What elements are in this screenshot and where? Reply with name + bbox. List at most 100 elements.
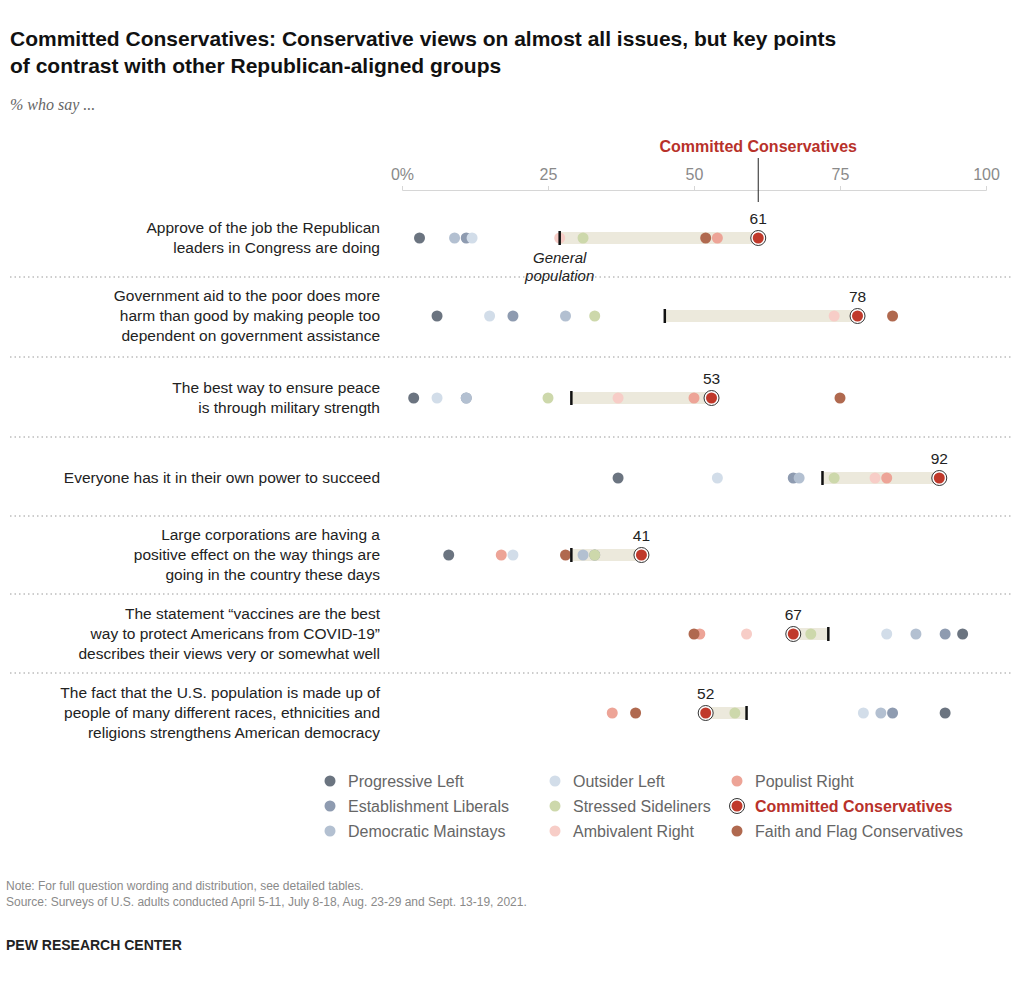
legend-marker <box>732 801 743 812</box>
dot <box>689 393 700 404</box>
dot <box>957 629 968 640</box>
range-bar <box>665 310 858 322</box>
data-label: 67 <box>785 606 802 623</box>
dot <box>414 233 425 244</box>
dot <box>560 311 571 322</box>
reference-label: Generalpopulation <box>524 249 594 284</box>
dot <box>467 233 478 244</box>
row-separator <box>10 277 1013 278</box>
legend-item: Outsider Left <box>550 773 666 790</box>
highlight-dot <box>751 231 766 246</box>
dot <box>636 550 647 561</box>
reference-tick <box>570 391 573 405</box>
row-separator <box>10 673 1013 674</box>
dot <box>589 550 600 561</box>
plot-area <box>408 231 968 721</box>
legend-marker-ring <box>730 799 745 814</box>
legend-label: Populist Right <box>755 773 854 790</box>
legend-label: Committed Conservatives <box>755 798 952 815</box>
reference-tick <box>827 627 830 641</box>
row-separator <box>10 516 1013 517</box>
pointer-line <box>758 158 759 202</box>
tick: 0% <box>391 166 414 190</box>
legend-marker <box>325 776 336 787</box>
dot <box>910 629 921 640</box>
tick: 100 <box>973 166 1000 190</box>
legend-label: Democratic Mainstays <box>348 823 505 840</box>
category-label: Approve of the job the Republicanleaders… <box>146 219 380 256</box>
reference-tick <box>745 706 748 720</box>
chart: Committed Conservatives: Conservative vi… <box>0 0 1023 985</box>
title: Committed Conservatives: Conservative vi… <box>10 27 836 77</box>
dot <box>829 311 840 322</box>
dot <box>805 629 816 640</box>
category-label: Government aid to the poor does moreharm… <box>114 287 380 344</box>
dot <box>934 473 945 484</box>
dot <box>484 311 495 322</box>
dot <box>940 629 951 640</box>
range-bar <box>571 549 641 561</box>
data-label: 61 <box>750 210 767 227</box>
dot <box>461 393 472 404</box>
tick-label: 0% <box>391 166 414 183</box>
legend-item: Ambivalent Right <box>550 823 695 840</box>
tick-label: 50 <box>686 166 704 183</box>
dot-ring <box>786 627 801 642</box>
legend-item: Committed Conservatives <box>730 798 953 815</box>
dot <box>578 233 589 244</box>
dot <box>881 473 892 484</box>
dot <box>870 473 881 484</box>
legend-marker <box>732 776 743 787</box>
legend-label: Faith and Flag Conservatives <box>755 823 963 840</box>
legend-marker <box>325 826 336 837</box>
reference-tick <box>821 471 824 485</box>
highlight-dot <box>786 627 801 642</box>
dot-ring <box>751 231 766 246</box>
category-label: Large corporations are having apositive … <box>134 526 381 583</box>
highlight-dot <box>634 548 649 563</box>
highlight-dot <box>850 309 865 324</box>
dot-ring <box>932 471 947 486</box>
legend-item: Establishment Liberals <box>325 798 509 815</box>
dot <box>689 629 700 640</box>
source: Source: Surveys of U.S. adults conducted… <box>6 895 527 909</box>
legend-marker <box>732 826 743 837</box>
dot-ring <box>850 309 865 324</box>
legend-item: Progressive Left <box>325 773 465 790</box>
legend-item: Populist Right <box>732 773 855 790</box>
highlight-label: Committed Conservatives <box>660 138 857 155</box>
highlight-dot <box>704 391 719 406</box>
legend-marker <box>550 776 561 787</box>
category-label: The best way to ensure peaceis through m… <box>172 379 380 416</box>
legend-marker <box>550 801 561 812</box>
category-label: The fact that the U.S. population is mad… <box>60 684 380 741</box>
dot <box>829 473 840 484</box>
row-separator <box>10 594 1013 595</box>
dot <box>940 708 951 719</box>
dot <box>706 393 717 404</box>
highlight-dot <box>698 706 713 721</box>
range-bar <box>822 472 939 484</box>
dot <box>432 311 443 322</box>
dot <box>432 393 443 404</box>
legend-label: Ambivalent Right <box>573 823 695 840</box>
reference-tick <box>664 309 667 323</box>
dot <box>607 708 618 719</box>
dot <box>507 311 518 322</box>
dot <box>858 708 869 719</box>
dot <box>589 550 600 561</box>
data-label: 53 <box>703 370 720 387</box>
dot <box>794 473 805 484</box>
dot <box>700 708 711 719</box>
dot <box>700 708 711 719</box>
dot <box>875 708 886 719</box>
legend-marker <box>550 826 561 837</box>
tick: 25 <box>540 166 558 190</box>
legend-label: Stressed Sideliners <box>573 798 711 815</box>
legend-item: Democratic Mainstays <box>325 823 506 840</box>
tick-mark <box>548 186 549 190</box>
dot-ring <box>634 548 649 563</box>
category-label: The statement “vaccines are the bestway … <box>79 605 381 662</box>
dot <box>887 708 898 719</box>
tick-mark <box>694 186 695 190</box>
